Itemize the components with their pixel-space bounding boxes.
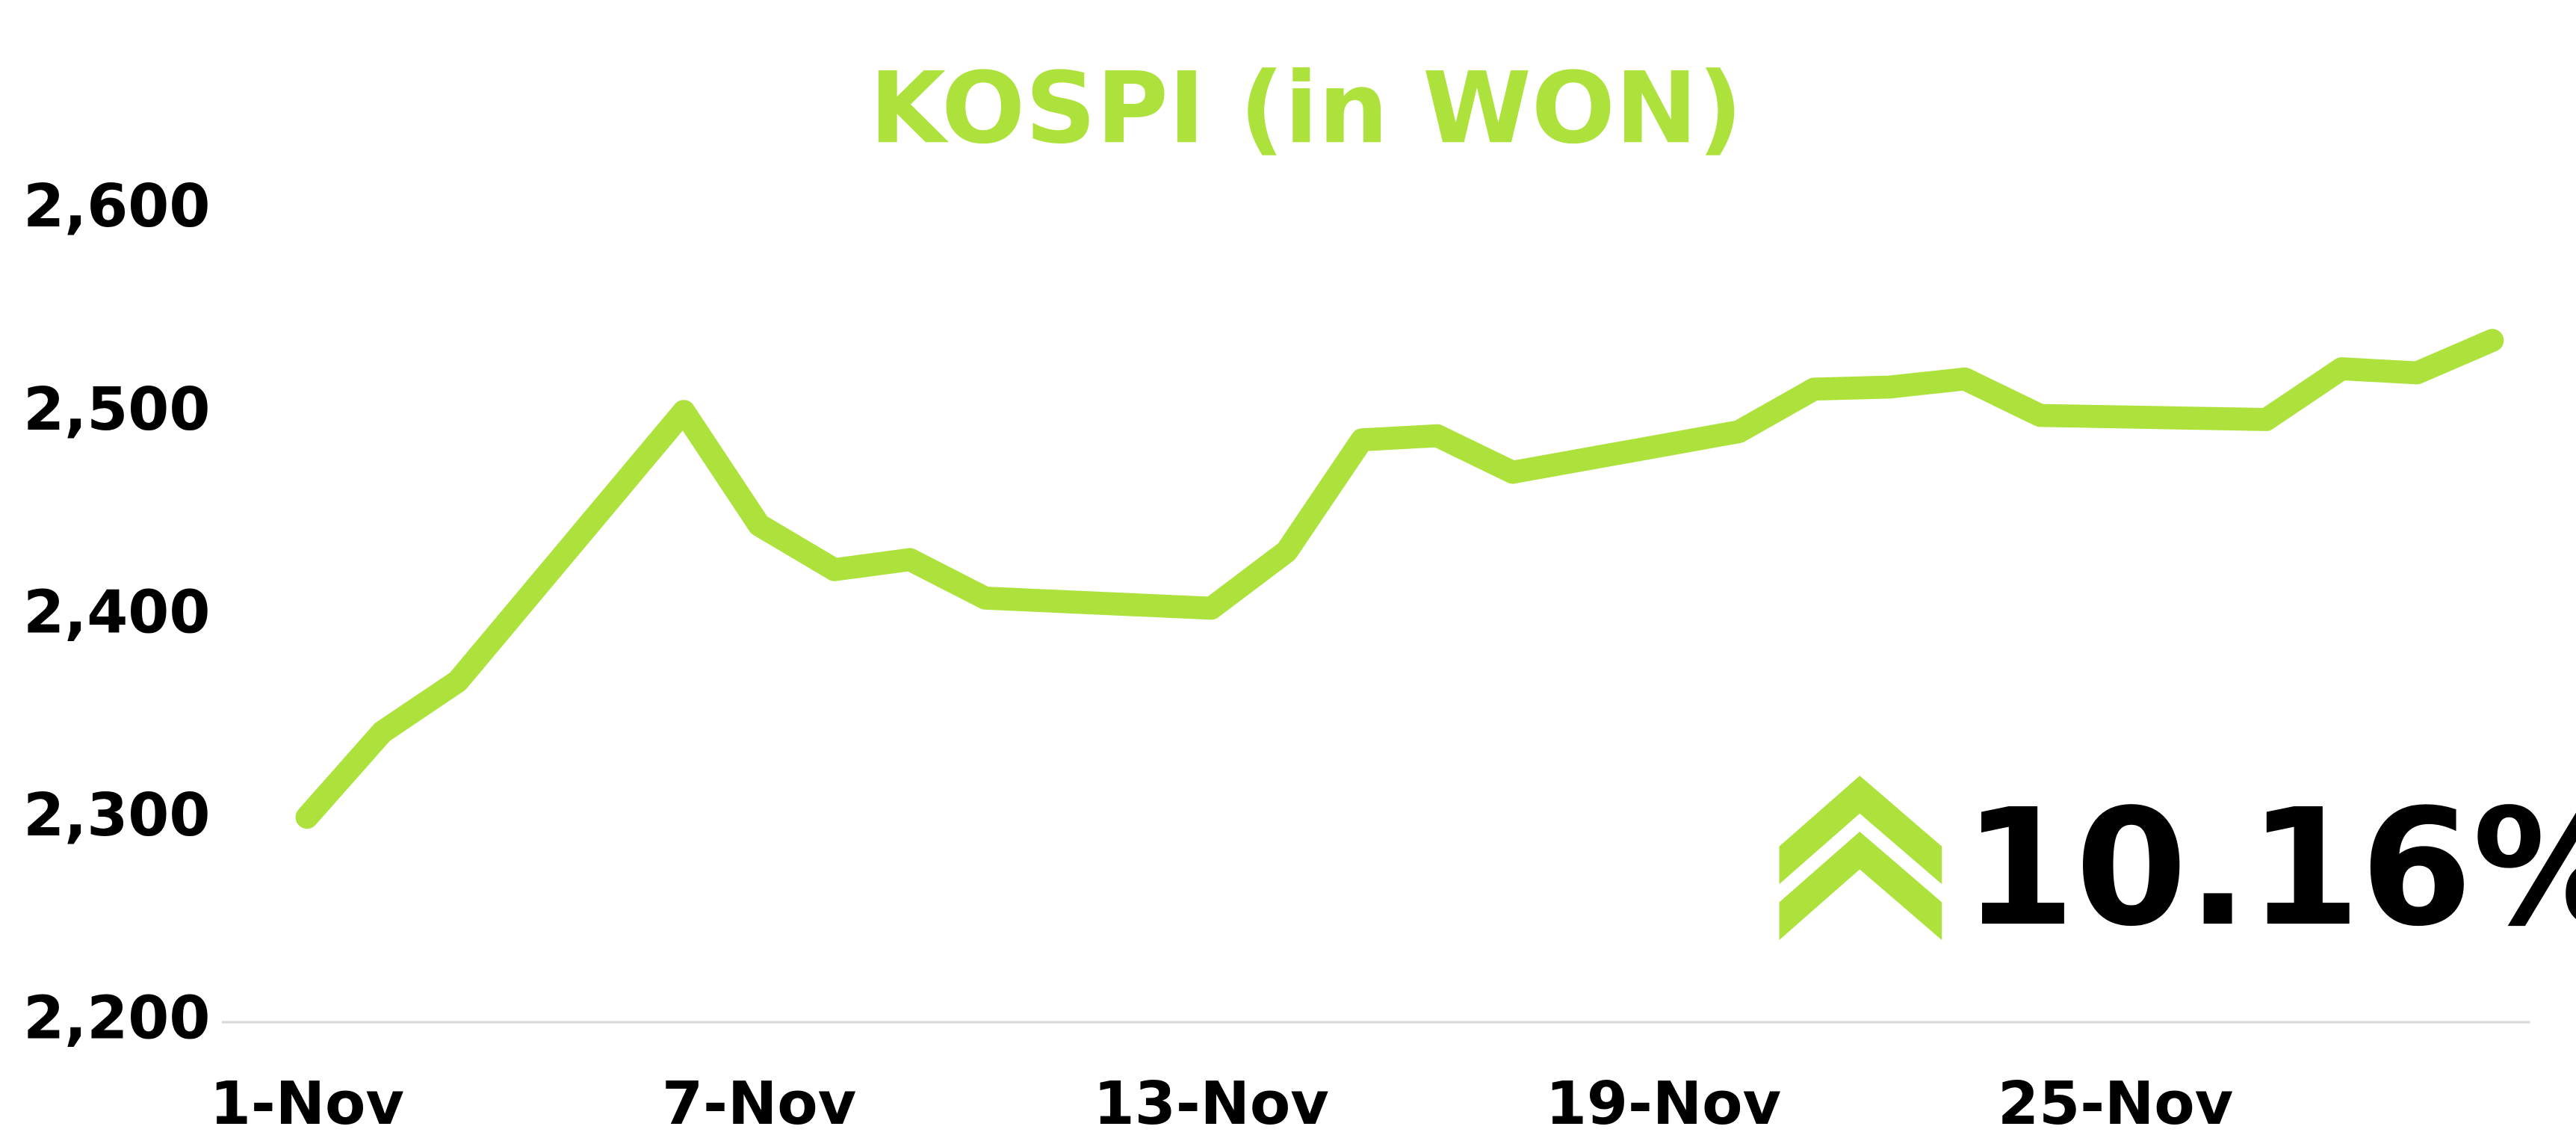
up-arrow-icon	[1779, 776, 1942, 941]
y-tick-label: 2,300	[23, 781, 210, 850]
y-tick-label: 2,200	[23, 984, 210, 1053]
chart-title: KOSPI (in WON)	[870, 52, 1743, 166]
y-tick-label: 2,400	[23, 578, 210, 646]
x-tick-label: 1-Nov	[210, 1069, 404, 1138]
y-tick-label: 2,500	[23, 375, 210, 444]
x-tick-label: 19-Nov	[1546, 1069, 1781, 1138]
data-line	[295, 329, 2504, 829]
x-tick-label: 13-Nov	[1094, 1069, 1329, 1138]
y-tick-label: 2,600	[23, 172, 210, 241]
change-annotation: 10.16%	[1963, 774, 2576, 962]
x-tick-label: 25-Nov	[1998, 1069, 2233, 1138]
x-tick-label: 7-Nov	[662, 1069, 856, 1138]
